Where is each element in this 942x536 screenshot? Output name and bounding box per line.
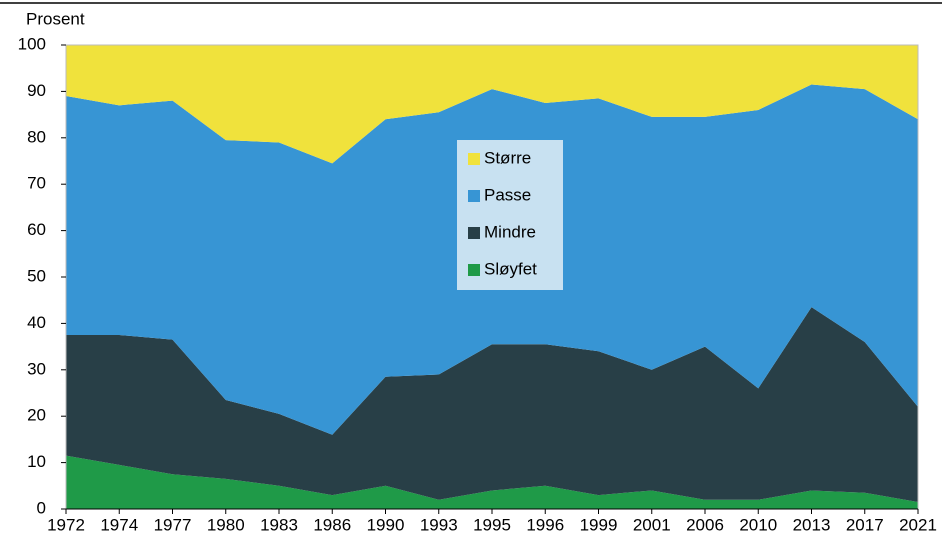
- x-tick-label: 1996: [526, 515, 564, 534]
- area: [66, 307, 918, 503]
- x-tick-label: 1986: [313, 515, 351, 534]
- legend-swatch: [468, 227, 480, 239]
- y-tick-label: 10: [27, 452, 46, 471]
- y-tick-label: 60: [27, 220, 46, 239]
- y-tick-label: 0: [37, 498, 46, 517]
- y-tick-label: 50: [27, 266, 46, 285]
- y-axis-label: Prosent: [26, 9, 85, 28]
- x-tick-label: 1974: [100, 515, 138, 534]
- y-tick-label: 70: [27, 174, 46, 193]
- y-tick-label: 20: [27, 406, 46, 425]
- legend-swatch: [468, 264, 480, 276]
- x-tick-label: 2013: [793, 515, 831, 534]
- x-tick-label: 1980: [207, 515, 245, 534]
- x-tick-label: 2021: [899, 515, 937, 534]
- y-tick-label: 80: [27, 127, 46, 146]
- area: [66, 455, 918, 509]
- x-tick-label: 2010: [739, 515, 777, 534]
- x-tick-label: 1995: [473, 515, 511, 534]
- y-tick-label: 30: [27, 359, 46, 378]
- x-tick-label: 2017: [846, 515, 884, 534]
- x-tick-label: 1993: [420, 515, 458, 534]
- x-tick-label: 1983: [260, 515, 298, 534]
- x-tick-label: 2006: [686, 515, 724, 534]
- x-tick-label: 1999: [580, 515, 618, 534]
- x-tick-label: 1972: [47, 515, 85, 534]
- legend-label: Sløyfet: [484, 259, 537, 278]
- legend-label: Større: [484, 148, 531, 167]
- x-tick-label: 1990: [367, 515, 405, 534]
- y-tick-label: 40: [27, 313, 46, 332]
- y-tick-label: 90: [27, 81, 46, 100]
- plot-area: [66, 45, 918, 509]
- legend-swatch: [468, 153, 480, 165]
- x-tick-label: 2001: [633, 515, 671, 534]
- y-tick-label: 100: [18, 34, 46, 53]
- legend-label: Passe: [484, 185, 531, 204]
- legend-swatch: [468, 190, 480, 202]
- x-tick-label: 1977: [154, 515, 192, 534]
- legend-label: Mindre: [484, 222, 536, 241]
- area: [66, 45, 918, 164]
